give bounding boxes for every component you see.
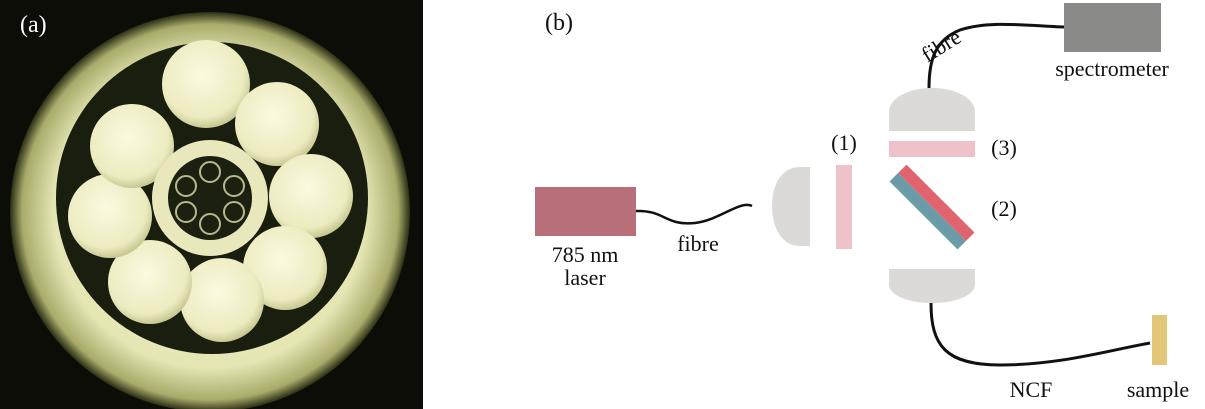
capillary (175, 175, 197, 197)
rod (235, 82, 319, 166)
sample-block (1152, 315, 1167, 365)
capillary (223, 175, 245, 197)
ncf-label: NCF (1010, 377, 1053, 402)
panel-b-diagram: (b) 785 nm laser fibre (1) (3) (2) spectr… (535, 3, 1189, 402)
ncf-fibre (929, 302, 1151, 367)
sample-label: sample (1127, 377, 1189, 402)
rod (269, 154, 353, 238)
top-lens (889, 88, 975, 131)
spectrometer-fibre (927, 22, 1065, 89)
laser-fibre (635, 203, 753, 225)
rod (180, 258, 264, 342)
capillary (199, 213, 221, 235)
filter-1 (836, 165, 852, 249)
capillary (223, 201, 245, 223)
panel-b-label: (b) (545, 10, 573, 36)
bottom-lens (889, 269, 975, 303)
rod (108, 240, 192, 324)
dichroic-label: (2) (991, 196, 1017, 221)
inner-core (168, 156, 252, 240)
rod (68, 174, 152, 258)
dichroic-blue-layer (889, 173, 966, 250)
rod (162, 40, 250, 128)
spectrometer-label: spectrometer (1055, 56, 1169, 81)
filter-3 (889, 141, 975, 157)
capillary (199, 161, 221, 183)
fibre-label-lower: fibre (677, 231, 719, 256)
launch-lens (772, 167, 810, 246)
core-capillaries (175, 161, 245, 235)
filter-1-label: (1) (831, 130, 857, 155)
dichroic-mirror (889, 164, 975, 250)
filter-3-label: (3) (991, 135, 1017, 160)
capillary (175, 201, 197, 223)
laser-label: 785 nm laser (552, 242, 619, 290)
panel-a-label: (a) (20, 12, 47, 38)
dichroic-red-layer (898, 164, 975, 241)
rod (90, 104, 174, 188)
outer-rods (68, 40, 353, 342)
spectrometer-box (1064, 3, 1161, 52)
laser-box (535, 187, 636, 236)
rod (243, 226, 327, 310)
panel-a-photo: (a) (0, 0, 423, 409)
